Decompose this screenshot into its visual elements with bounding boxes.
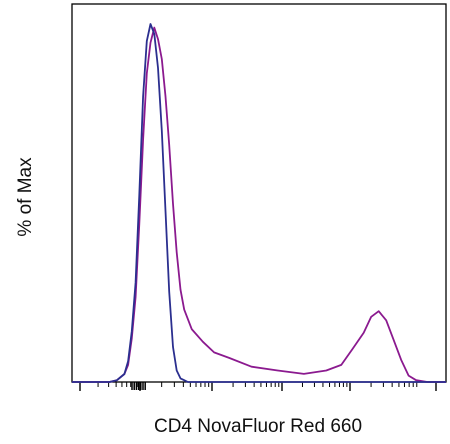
plot-frame: [71, 3, 447, 383]
y-axis-label: % of Max: [15, 157, 36, 237]
plot-area: [71, 3, 447, 391]
series-line-magenta: [72, 26, 446, 383]
x-axis-label: CD4 NovaFluor Red 660: [154, 416, 362, 437]
series-line-blue: [72, 23, 446, 383]
x-axis-ticks: [79, 382, 437, 391]
